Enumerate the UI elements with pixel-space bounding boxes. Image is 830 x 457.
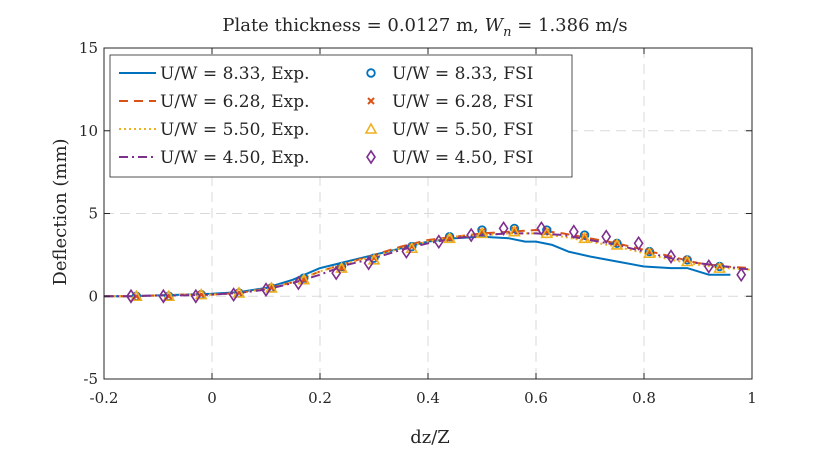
- y-tick-label: -5: [83, 370, 98, 388]
- data-point: [331, 265, 342, 281]
- data-point: [297, 273, 311, 285]
- data-point: [703, 259, 714, 274]
- x-tick-label: -0.2: [90, 389, 119, 407]
- data-point: [580, 232, 589, 241]
- data-point: [666, 249, 676, 264]
- data-point: [190, 288, 201, 304]
- data-point: [509, 223, 520, 234]
- legend-label-u-w-8-33-fsi: U/W = 8.33, FSI: [392, 64, 533, 84]
- x-tick-label: 0.4: [416, 389, 440, 407]
- data-point: [405, 241, 419, 254]
- legend-swatch-u-w-4-50-fsi: [366, 149, 376, 165]
- legend-swatch-u-w-5-50-fsi: [364, 122, 378, 134]
- data-point: [363, 255, 374, 271]
- chart-title: Plate thickness = 0.0127 m, Wn = 1.386 m…: [222, 15, 627, 40]
- data-point: [158, 288, 169, 304]
- title-variable: W: [485, 15, 505, 36]
- data-point: [715, 262, 724, 271]
- data-point: [683, 256, 691, 264]
- legend-label-u-w-8-33-exp: U/W = 8.33, Exp.: [160, 64, 310, 84]
- data-point: [370, 254, 378, 262]
- data-point: [510, 226, 519, 234]
- data-point: [579, 230, 590, 240]
- legend-marker: [366, 149, 376, 165]
- data-point: [645, 247, 654, 256]
- legend-label-u-w-5-50-fsi: U/W = 5.50, FSI: [392, 120, 533, 140]
- legend-swatch-u-w-6-28-fsi: [367, 97, 375, 105]
- data-point: [293, 275, 304, 291]
- x-axis-title: dz/Z: [410, 427, 450, 448]
- data-point: [408, 242, 416, 251]
- data-point: [228, 287, 239, 303]
- y-tick-label: 0: [88, 287, 98, 305]
- legend-label-u-w-5-50-exp: U/W = 5.50, Exp.: [160, 120, 310, 140]
- tick-layer: -0.2 0 0.2 0.4 0.6 0.8 1 -5 0 5 10 15: [79, 39, 757, 407]
- data-point: [401, 244, 412, 260]
- x-tick-label: 0.2: [308, 389, 332, 407]
- x-tick-label: 0: [207, 389, 217, 407]
- legend-box: [109, 54, 573, 178]
- data-point: [466, 227, 477, 243]
- y-axis-title: Deflection (mm): [50, 138, 71, 285]
- data-point: [477, 225, 487, 235]
- data-point: [713, 261, 726, 273]
- x-tick-label: 0.8: [632, 389, 656, 407]
- data-point: [126, 288, 136, 304]
- data-point: [508, 225, 521, 237]
- series-line-u-w-4-50-exp: [104, 232, 753, 298]
- legend: U/W = 8.33, Exp. U/W = 6.28, Exp. U/W = 5.…: [109, 54, 573, 178]
- legend-marker: [366, 68, 376, 78]
- legend-label-u-w-6-28-fsi: U/W = 6.28, FSI: [392, 92, 533, 112]
- x-tick-label: 1: [747, 389, 757, 407]
- data-point: [367, 253, 381, 265]
- title-suffix: = 1.386 m/s: [511, 15, 627, 36]
- data-point: [601, 229, 612, 245]
- y-tick-label: 5: [88, 205, 98, 223]
- data-point: [335, 261, 348, 273]
- data-point: [498, 220, 509, 236]
- data-point: [536, 220, 547, 236]
- title-variable-subscript: n: [503, 25, 511, 40]
- y-tick-label: 10: [79, 122, 98, 140]
- data-point: [540, 226, 554, 239]
- series-line-u-w-5-50-exp: [104, 232, 753, 298]
- series-markers-u-w-4-50-fsi: [126, 220, 747, 304]
- data-point: [433, 234, 444, 250]
- data-point: [478, 227, 486, 236]
- data-point: [736, 267, 747, 283]
- data-point: [475, 226, 489, 239]
- data-point: [613, 239, 621, 247]
- legend-swatch-u-w-8-33-fsi: [366, 68, 376, 78]
- data-point: [443, 231, 456, 244]
- data-point: [568, 224, 579, 240]
- data-point: [643, 246, 656, 259]
- series-layer: [104, 220, 753, 304]
- legend-label-u-w-4-50-fsi: U/W = 4.50, FSI: [392, 148, 533, 168]
- legend-label-u-w-4-50-exp: U/W = 4.50, Exp.: [160, 148, 310, 168]
- legend-marker: [367, 97, 375, 105]
- data-point: [680, 254, 694, 267]
- y-tick-label: 15: [79, 39, 98, 57]
- data-point: [542, 225, 552, 235]
- title-prefix: Plate thickness = 0.0127 m,: [222, 15, 484, 36]
- x-tick-label: 0.6: [524, 389, 548, 407]
- legend-label-u-w-6-28-exp: U/W = 6.28, Exp.: [160, 92, 310, 112]
- legend-marker: [364, 122, 378, 134]
- data-point: [578, 231, 591, 244]
- data-point: [633, 235, 644, 251]
- data-point: [610, 238, 624, 250]
- data-point: [261, 282, 271, 298]
